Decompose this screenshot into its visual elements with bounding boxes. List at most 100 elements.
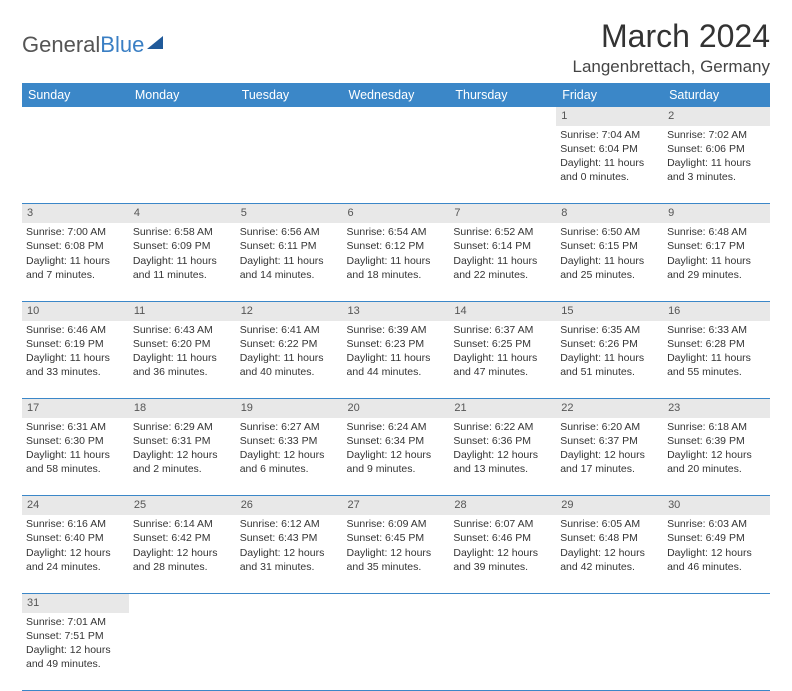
day-cell: Sunrise: 6:09 AMSunset: 6:45 PMDaylight:… <box>343 515 450 593</box>
cell-line: and 44 minutes. <box>347 365 446 379</box>
cell-line: and 40 minutes. <box>240 365 339 379</box>
cell-line: Daylight: 11 hours <box>453 351 552 365</box>
cell-line: Sunset: 6:30 PM <box>26 434 125 448</box>
cell-line: and 14 minutes. <box>240 268 339 282</box>
day-number: 25 <box>129 496 236 515</box>
cell-line: Sunrise: 6:22 AM <box>453 420 552 434</box>
day-cell: Sunrise: 6:54 AMSunset: 6:12 PMDaylight:… <box>343 223 450 301</box>
cell-line: Sunrise: 6:14 AM <box>133 517 232 531</box>
cell-line: Daylight: 12 hours <box>240 546 339 560</box>
day-number-row: 31 <box>22 593 770 612</box>
day-cell: Sunrise: 6:41 AMSunset: 6:22 PMDaylight:… <box>236 321 343 399</box>
cell-line: Sunset: 6:11 PM <box>240 239 339 253</box>
cell-line: Sunrise: 6:18 AM <box>667 420 766 434</box>
day-cell: Sunrise: 7:04 AMSunset: 6:04 PMDaylight:… <box>556 126 663 204</box>
logo: GeneralBlue <box>22 18 163 58</box>
day-number: 10 <box>22 301 129 320</box>
day-cell <box>343 126 450 204</box>
cell-line: Sunrise: 6:09 AM <box>347 517 446 531</box>
cell-line: and 31 minutes. <box>240 560 339 574</box>
day-cell: Sunrise: 6:20 AMSunset: 6:37 PMDaylight:… <box>556 418 663 496</box>
cell-line: Sunrise: 6:24 AM <box>347 420 446 434</box>
cell-line: Sunset: 6:08 PM <box>26 239 125 253</box>
cell-line: and 9 minutes. <box>347 462 446 476</box>
cell-line: and 58 minutes. <box>26 462 125 476</box>
cell-line: and 39 minutes. <box>453 560 552 574</box>
cell-line: Sunrise: 6:33 AM <box>667 323 766 337</box>
cell-line: Daylight: 11 hours <box>667 254 766 268</box>
day-number: 4 <box>129 204 236 223</box>
day-header: Friday <box>556 83 663 107</box>
month-title: March 2024 <box>572 18 770 55</box>
cell-line: and 24 minutes. <box>26 560 125 574</box>
day-cell: Sunrise: 6:03 AMSunset: 6:49 PMDaylight:… <box>663 515 770 593</box>
day-number: 8 <box>556 204 663 223</box>
day-number: 14 <box>449 301 556 320</box>
day-number: 1 <box>556 107 663 126</box>
day-number: 21 <box>449 399 556 418</box>
day-number: 3 <box>22 204 129 223</box>
day-number-row: 24252627282930 <box>22 496 770 515</box>
cell-line: Sunrise: 6:20 AM <box>560 420 659 434</box>
cell-line: Sunrise: 6:35 AM <box>560 323 659 337</box>
day-content-row: Sunrise: 6:46 AMSunset: 6:19 PMDaylight:… <box>22 321 770 399</box>
cell-line: and 2 minutes. <box>133 462 232 476</box>
cell-line: Sunset: 6:26 PM <box>560 337 659 351</box>
day-cell: Sunrise: 6:16 AMSunset: 6:40 PMDaylight:… <box>22 515 129 593</box>
cell-line: Sunrise: 6:54 AM <box>347 225 446 239</box>
cell-line: Sunset: 6:39 PM <box>667 434 766 448</box>
cell-line: Daylight: 11 hours <box>240 351 339 365</box>
day-number <box>556 593 663 612</box>
cell-line: and 13 minutes. <box>453 462 552 476</box>
cell-line: Sunset: 6:31 PM <box>133 434 232 448</box>
calendar-table: SundayMondayTuesdayWednesdayThursdayFrid… <box>22 83 770 691</box>
cell-line: Sunset: 6:48 PM <box>560 531 659 545</box>
day-cell <box>129 613 236 691</box>
cell-line: Sunrise: 6:58 AM <box>133 225 232 239</box>
cell-line: Sunrise: 6:39 AM <box>347 323 446 337</box>
cell-line: Daylight: 12 hours <box>560 448 659 462</box>
day-cell: Sunrise: 7:00 AMSunset: 6:08 PMDaylight:… <box>22 223 129 301</box>
day-number: 24 <box>22 496 129 515</box>
day-cell <box>556 613 663 691</box>
day-cell: Sunrise: 6:43 AMSunset: 6:20 PMDaylight:… <box>129 321 236 399</box>
cell-line: Daylight: 12 hours <box>560 546 659 560</box>
cell-line: Sunset: 6:43 PM <box>240 531 339 545</box>
day-number: 15 <box>556 301 663 320</box>
cell-line: and 25 minutes. <box>560 268 659 282</box>
cell-line: Sunrise: 6:52 AM <box>453 225 552 239</box>
cell-line: Daylight: 11 hours <box>667 351 766 365</box>
day-number <box>22 107 129 126</box>
day-number: 18 <box>129 399 236 418</box>
cell-line: and 7 minutes. <box>26 268 125 282</box>
day-header: Saturday <box>663 83 770 107</box>
cell-line: and 22 minutes. <box>453 268 552 282</box>
sail-icon <box>147 36 163 49</box>
cell-line: Sunset: 6:25 PM <box>453 337 552 351</box>
day-cell: Sunrise: 6:24 AMSunset: 6:34 PMDaylight:… <box>343 418 450 496</box>
cell-line: Daylight: 12 hours <box>133 546 232 560</box>
day-number: 27 <box>343 496 450 515</box>
cell-line: Sunrise: 6:07 AM <box>453 517 552 531</box>
day-cell: Sunrise: 6:46 AMSunset: 6:19 PMDaylight:… <box>22 321 129 399</box>
cell-line: Sunset: 6:49 PM <box>667 531 766 545</box>
cell-line: Sunset: 6:37 PM <box>560 434 659 448</box>
day-number-row: 17181920212223 <box>22 399 770 418</box>
day-cell: Sunrise: 6:05 AMSunset: 6:48 PMDaylight:… <box>556 515 663 593</box>
day-cell: Sunrise: 7:02 AMSunset: 6:06 PMDaylight:… <box>663 126 770 204</box>
day-cell: Sunrise: 6:33 AMSunset: 6:28 PMDaylight:… <box>663 321 770 399</box>
cell-line: and 51 minutes. <box>560 365 659 379</box>
cell-line: Daylight: 12 hours <box>347 448 446 462</box>
day-number-row: 3456789 <box>22 204 770 223</box>
day-number: 2 <box>663 107 770 126</box>
cell-line: Daylight: 12 hours <box>133 448 232 462</box>
logo-word1: General <box>22 32 100 57</box>
day-header: Thursday <box>449 83 556 107</box>
cell-line: Sunrise: 6:05 AM <box>560 517 659 531</box>
day-cell: Sunrise: 6:37 AMSunset: 6:25 PMDaylight:… <box>449 321 556 399</box>
day-header: Wednesday <box>343 83 450 107</box>
cell-line: Daylight: 12 hours <box>667 448 766 462</box>
day-number <box>663 593 770 612</box>
cell-line: Daylight: 11 hours <box>667 156 766 170</box>
cell-line: Daylight: 11 hours <box>453 254 552 268</box>
